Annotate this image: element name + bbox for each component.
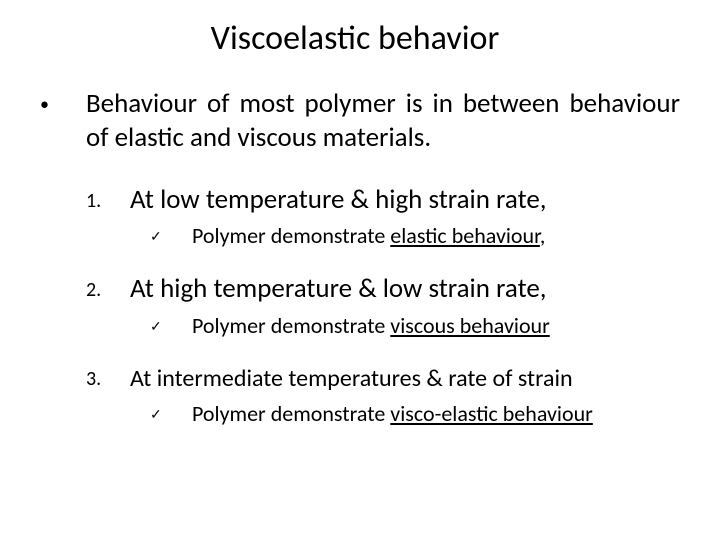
sub-prefix: Polymer demonstrate — [192, 312, 390, 339]
slide-title: Viscoelastic behavior — [30, 18, 680, 59]
sub-underline: viscous behaviour — [390, 312, 550, 339]
sub-prefix: Polymer demonstrate — [192, 222, 390, 249]
item-number: 3. — [86, 361, 130, 394]
check-icon: ✓ — [150, 312, 192, 340]
list-subitem: ✓ Polymer demonstrate viscous behaviour — [150, 312, 680, 340]
list-subitem: ✓ Polymer demonstrate visco-elastic beha… — [150, 400, 680, 428]
sub-underline: visco-elastic behaviour — [390, 400, 593, 427]
list-item: 2. At high temperature & low strain rate… — [86, 272, 680, 306]
list-item: 1. At low temperature & high strain rate… — [86, 183, 680, 217]
item-heading: At low temperature & high strain rate, — [130, 183, 680, 217]
main-bullet-row: • Behaviour of most polymer is in betwee… — [40, 87, 680, 155]
list-item: 3. At intermediate temperatures & rate o… — [86, 361, 680, 394]
item-heading: At high temperature & low strain rate, — [130, 272, 680, 306]
sub-underline: elastic behaviour — [390, 222, 540, 249]
check-icon: ✓ — [150, 400, 192, 428]
check-icon: ✓ — [150, 222, 192, 250]
subitem-text: Polymer demonstrate visco-elastic behavi… — [192, 400, 680, 428]
subitem-text: Polymer demonstrate elastic behaviour, — [192, 222, 680, 250]
item-number: 2. — [86, 272, 130, 306]
list-subitem: ✓ Polymer demonstrate elastic behaviour, — [150, 222, 680, 250]
sub-suffix: , — [540, 222, 546, 249]
bullet-icon: • — [40, 87, 86, 155]
subitem-text: Polymer demonstrate viscous behaviour — [192, 312, 680, 340]
sub-prefix: Polymer demonstrate — [192, 400, 390, 427]
main-bullet-text: Behaviour of most polymer is in between … — [86, 87, 680, 155]
item-number: 1. — [86, 183, 130, 217]
item-heading: At intermediate temperatures & rate of s… — [130, 361, 680, 394]
